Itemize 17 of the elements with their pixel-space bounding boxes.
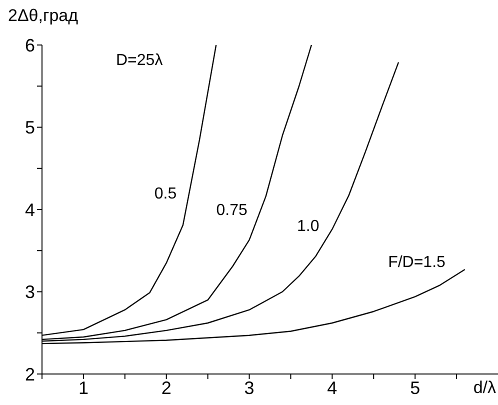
annotation: D=25λ [116, 52, 163, 70]
y-tick-label: 6 [24, 35, 35, 56]
x-axis-title: d/λ [473, 378, 496, 398]
y-tick-label: 5 [24, 118, 35, 138]
y-tick-label: 2 [24, 364, 35, 384]
series-label: 1.0 [297, 218, 320, 235]
x-tick-label: 5 [410, 378, 420, 398]
series-label: 0.5 [154, 186, 177, 203]
x-tick-label: 3 [244, 378, 254, 398]
y-tick-label: 3 [24, 282, 35, 302]
series-label: F/D=1.5 [388, 254, 446, 271]
y-tick-label: 4 [24, 200, 35, 220]
y-axis-title: 2Δθ,град [8, 6, 78, 26]
x-tick-label: 1 [78, 378, 88, 398]
series-label: 0.75 [216, 202, 248, 220]
x-tick-label: 2 [161, 378, 172, 398]
x-tick-label: 4 [327, 378, 338, 398]
